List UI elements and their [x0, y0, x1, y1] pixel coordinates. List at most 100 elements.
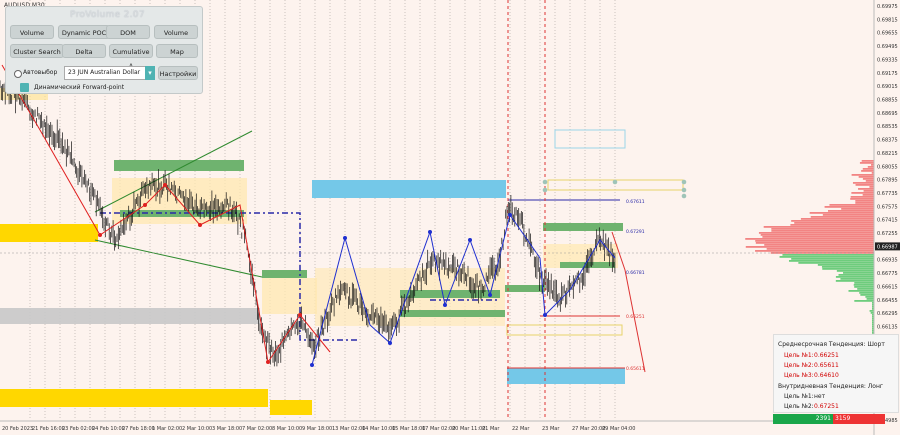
volume-profile-button[interactable]: Volume Profile: [10, 25, 54, 51]
profile-bar: [835, 280, 874, 282]
autoselect-radio[interactable]: [14, 70, 22, 78]
time-tick: 7 Mar 02:00: [242, 426, 272, 432]
green-zone: [505, 285, 545, 292]
zigzag-point: [266, 360, 270, 364]
intraday-target2-value: 0.67251: [814, 403, 839, 410]
price-tick: 0.67735: [877, 191, 898, 197]
profile-bar: [800, 218, 874, 220]
price-tick: 0.69655: [877, 31, 898, 37]
profile-bar: [866, 298, 874, 300]
profile-bar: [791, 220, 874, 222]
price-tick: 0.67895: [877, 178, 898, 184]
profile-bar: [862, 194, 874, 196]
cumulative-delta-button[interactable]: Cumulative Δ: [109, 44, 153, 70]
target2-label: Цель №2:: [784, 362, 814, 369]
green-zone: [400, 310, 505, 317]
profile-bar: [810, 216, 874, 218]
zigzag-point: [198, 223, 202, 227]
time-tick: 29 Mar 04:00: [602, 426, 635, 432]
trend-line: [94, 130, 253, 213]
profile-bar: [798, 262, 874, 264]
intraday-target1-value: нет: [814, 393, 826, 400]
zigzag-point: [428, 230, 432, 234]
profile-bar: [854, 300, 874, 302]
time-tick: 23 Mar: [542, 426, 560, 432]
marker-dot: [681, 187, 687, 193]
trend-line: [94, 239, 263, 278]
dynamic-poc-button[interactable]: Dynamic POC: [58, 25, 110, 39]
profile-bar: [755, 250, 874, 252]
profile-bar: [843, 272, 874, 274]
price-tick: 0.69175: [877, 71, 898, 77]
price-tick: 0.66987: [877, 244, 898, 250]
profile-bar: [848, 290, 874, 292]
price-tick: 0.66135: [877, 325, 898, 331]
price-tick: 0.67575: [877, 204, 898, 210]
price-tick: 0.68375: [877, 138, 898, 144]
profile-bar: [872, 324, 874, 326]
profile-bar: [852, 182, 874, 184]
map-button[interactable]: Map: [156, 44, 198, 58]
profile-bar: [827, 210, 874, 212]
yellow-zone: [0, 389, 268, 407]
profile-bar: [869, 186, 874, 188]
marker-dot: [681, 179, 687, 185]
volume-profile-histogram: [745, 160, 874, 346]
zigzag-pattern: [1, 64, 687, 367]
level-label: 0.66781: [626, 270, 645, 276]
profile-bar: [858, 188, 874, 190]
settings-button[interactable]: Настройки: [158, 66, 198, 80]
profile-bar: [851, 192, 874, 194]
profile-bar: [871, 172, 874, 174]
target2-value: 0.65611: [814, 362, 839, 369]
profile-bar: [855, 184, 874, 186]
time-tick: 13 Mar 02:00: [332, 426, 365, 432]
profile-bar: [770, 252, 874, 254]
profile-bar: [824, 206, 874, 208]
profile-bar: [791, 258, 874, 260]
price-candles: [0, 77, 616, 367]
time-tick: 27 Mar 20:00: [572, 426, 605, 432]
profile-bar: [755, 242, 874, 244]
time-tick: 20 Mar 11:00: [452, 426, 485, 432]
provolume-panel[interactable]: ProVolume 2.07 Volume Profile Dynamic PO…: [5, 6, 203, 94]
target3-label: Цель №3:: [784, 372, 814, 379]
price-tick: 0.64985: [877, 418, 898, 424]
time-tick: 15 Mar 18:00: [392, 426, 425, 432]
marker-dot: [681, 193, 687, 199]
profile-bar: [855, 200, 874, 202]
price-tick: 0.69815: [877, 17, 898, 23]
zones-layer: [0, 88, 684, 415]
profile-bar: [870, 312, 874, 314]
intraday-trend-title: Внутридневная Тенденция: Лонг: [778, 383, 884, 390]
zigzag-point: [143, 203, 147, 207]
profile-bar: [862, 178, 874, 180]
price-tick: 0.66935: [877, 258, 898, 264]
price-tick: 0.66295: [877, 311, 898, 317]
profile-bar: [872, 302, 874, 304]
profile-bar: [855, 202, 874, 204]
profile-bar: [755, 240, 874, 242]
level-label: 0.67611: [626, 199, 645, 205]
instrument-select[interactable]: 23 JUN Australian Dollar: [64, 66, 154, 80]
zigzag-point: [310, 363, 314, 367]
profile-bar: [782, 254, 874, 256]
green-zone: [262, 270, 307, 278]
price-tick: 0.68855: [877, 97, 898, 103]
forward-point-checkbox[interactable]: [20, 83, 29, 92]
chevron-down-icon[interactable]: ▾: [145, 66, 155, 80]
profile-bar: [854, 286, 874, 288]
delta-button[interactable]: Delta: [62, 44, 106, 58]
profile-bar: [872, 304, 874, 306]
medium-trend-title: Среднесрочная Тенденция: Шорт: [778, 341, 885, 348]
cluster-search-button[interactable]: Cluster Search: [10, 44, 64, 58]
yellow-zone: [270, 400, 312, 415]
zigzag-point: [388, 341, 392, 345]
blue-outline-zone: [554, 129, 626, 149]
dom-button[interactable]: DOM: [106, 25, 150, 39]
profile-bar: [867, 166, 874, 168]
profile-bar: [872, 306, 874, 308]
volume-button[interactable]: Volume: [154, 25, 198, 39]
value-area: [262, 278, 317, 314]
